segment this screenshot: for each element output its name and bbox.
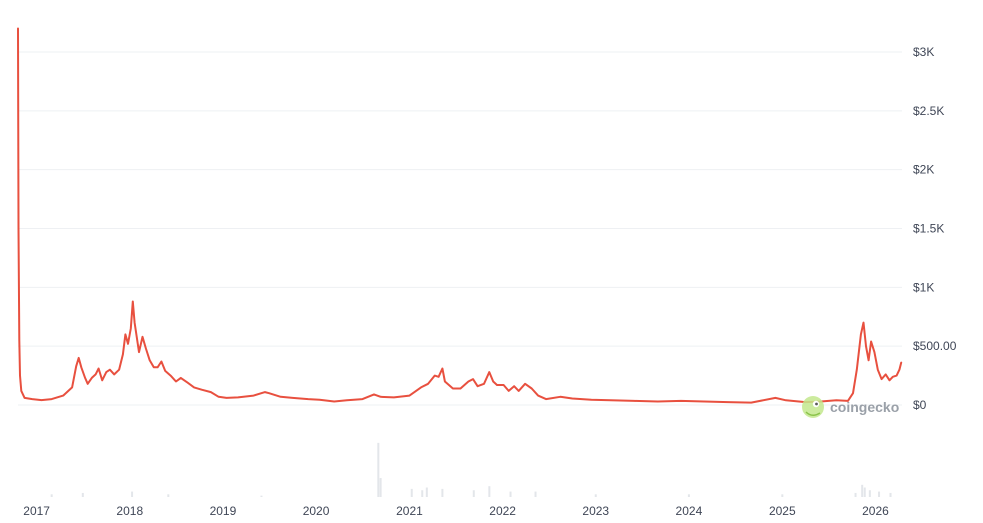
volume-bar	[878, 491, 881, 497]
volume-bar	[379, 478, 382, 497]
x-tick-label: 2023	[582, 504, 609, 518]
grid-lines	[18, 51, 902, 406]
volume-bar	[594, 494, 597, 497]
volume-bar	[425, 487, 428, 497]
volume-bar	[687, 494, 690, 497]
volume-bar	[861, 484, 864, 497]
x-tick-label: 2022	[489, 504, 516, 518]
watermark-text: coingecko	[830, 399, 899, 415]
coingecko-watermark: coingecko	[802, 396, 899, 418]
y-tick-label: $1.5K	[913, 222, 944, 236]
volume-bars	[50, 442, 892, 497]
x-tick-label: 2018	[116, 504, 143, 518]
volume-bar	[889, 492, 892, 497]
y-tick-label: $2K	[913, 163, 934, 177]
y-tick-label: $0	[913, 398, 927, 412]
x-tick-label: 2020	[303, 504, 330, 518]
volume-bar	[781, 494, 784, 497]
volume-bar	[50, 494, 53, 497]
volume-bar	[488, 486, 491, 497]
x-tick-label: 2017	[23, 504, 50, 518]
volume-bar	[472, 490, 475, 497]
volume-bar	[377, 442, 380, 497]
volume-bar	[167, 494, 170, 497]
volume-bar	[509, 491, 512, 497]
volume-bar	[534, 491, 537, 497]
volume-bar	[131, 491, 134, 497]
x-tick-label: 2026	[862, 504, 889, 518]
volume-bar	[260, 495, 263, 497]
gecko-logo-icon	[802, 396, 824, 418]
x-tick-label: 2024	[676, 504, 703, 518]
price-line	[17, 27, 903, 404]
y-tick-label: $2.5K	[913, 104, 944, 118]
x-tick-label: 2019	[210, 504, 237, 518]
y-tick-label: $3K	[913, 45, 934, 59]
y-tick-label: $1K	[913, 280, 934, 294]
y-axis: $0 $500.00 $1K $1.5K $2K $2.5K $3K	[913, 45, 957, 412]
y-tick-label: $500.00	[913, 339, 957, 353]
volume-bar	[854, 492, 857, 497]
volume-bar	[441, 488, 444, 497]
volume-bar	[410, 488, 413, 497]
volume-bar	[421, 490, 424, 497]
x-axis: 2017 2018 2019 2020 2021 2022 2023 2024 2025 2026	[23, 504, 889, 518]
x-tick-label: 2025	[769, 504, 796, 518]
volume-bar	[868, 490, 871, 497]
volume-bar	[81, 492, 84, 497]
x-tick-label: 2021	[396, 504, 423, 518]
volume-bar	[863, 487, 866, 497]
